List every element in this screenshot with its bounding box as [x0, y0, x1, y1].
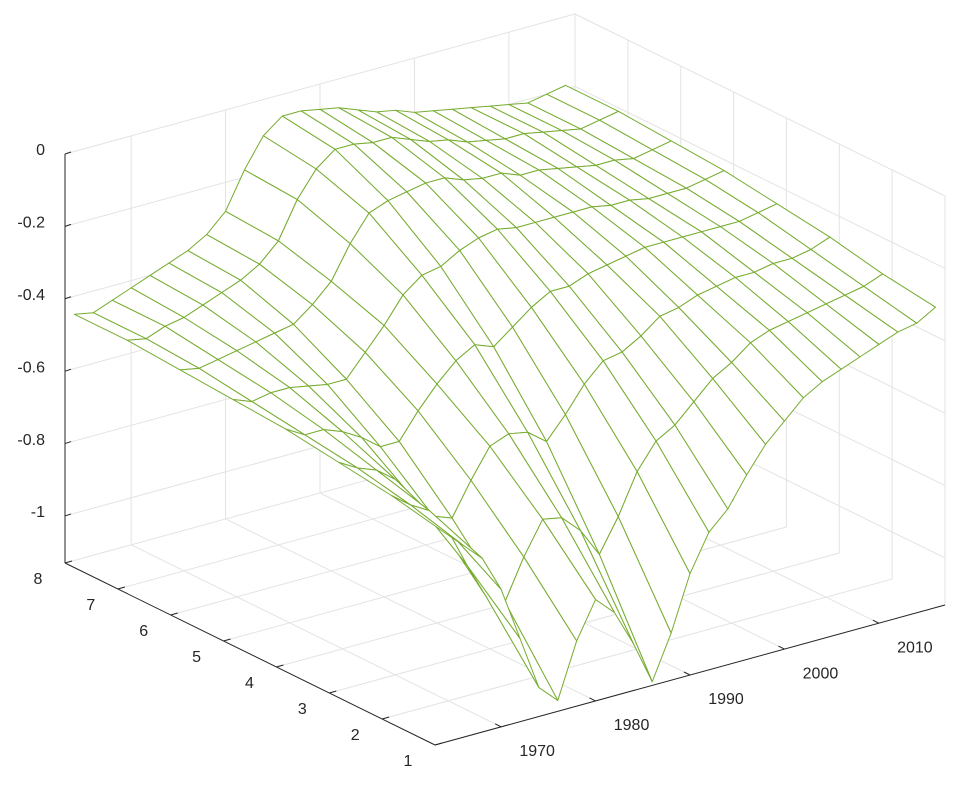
y-tick-label: 6 [139, 623, 148, 640]
grid-line [574, 13, 946, 197]
grid-line [574, 85, 946, 269]
x-tick-label: 2000 [803, 665, 839, 682]
y-tick [382, 716, 390, 720]
z-tick-label: -0.4 [17, 287, 45, 304]
z-tick-label: 0 [36, 142, 45, 159]
y-tick [170, 612, 178, 616]
x-tick-label: 1990 [708, 691, 744, 708]
z-tick [64, 151, 72, 155]
y-tick-label: 8 [34, 571, 43, 588]
x-tick [778, 645, 785, 650]
y-tick-label: 2 [351, 727, 360, 744]
z-tick [64, 223, 72, 227]
y-tick [64, 560, 73, 564]
grid-line [130, 544, 502, 728]
y-axis [64, 562, 436, 746]
z-tick-label: -0.2 [17, 215, 45, 232]
x-tick [589, 697, 596, 702]
z-tick [64, 441, 72, 445]
y-tick [223, 638, 231, 642]
x-tick-label: 1970 [519, 743, 555, 760]
z-tick-label: -1 [31, 504, 45, 521]
y-tick [117, 586, 125, 590]
z-tick [64, 513, 72, 517]
mesh-face [391, 495, 464, 546]
x-tick [494, 723, 502, 728]
x-tick-label: 2010 [897, 639, 933, 656]
x-tick [683, 671, 691, 676]
y-tick-label: 4 [245, 675, 254, 692]
y-tick-label: 3 [298, 701, 307, 718]
y-tick [434, 742, 443, 746]
z-tick-label: -0.6 [17, 359, 45, 376]
y-tick-label: 1 [404, 753, 413, 770]
y-tick-label: 7 [86, 597, 95, 614]
grid-line [64, 13, 576, 155]
z-tick-label: -0.8 [17, 432, 45, 449]
y-tick [276, 664, 284, 668]
y-tick-label: 5 [192, 649, 201, 666]
y-tick [329, 690, 337, 694]
z-tick [64, 368, 72, 372]
x-tick-label: 1980 [614, 717, 650, 734]
x-tick [872, 619, 880, 624]
z-tick [64, 296, 72, 300]
